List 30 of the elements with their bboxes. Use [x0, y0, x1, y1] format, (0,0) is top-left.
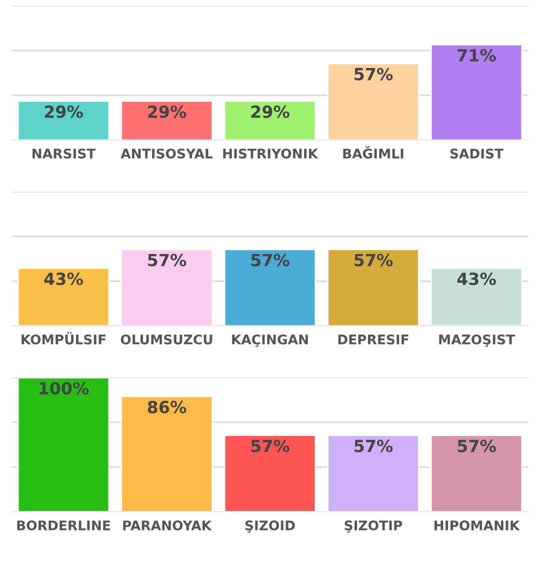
x-tick-label: BORDERLINE: [17, 520, 110, 530]
x-tick-label: ANTISOSYAL: [120, 148, 213, 159]
x-tick-label: ŞIZOID: [245, 520, 295, 533]
data-label: 57%: [251, 254, 290, 266]
data-label: 57%: [354, 440, 393, 452]
data-label: 29%: [148, 105, 186, 118]
x-tick-label: HIPOMANIK: [434, 520, 520, 530]
data-label: 57%: [354, 254, 393, 266]
data-label: 86%: [148, 400, 186, 414]
x-tick-label: PARANOYAK: [123, 520, 212, 530]
x-tick-label: MAZOŞIST: [439, 334, 515, 347]
x-tick-label: OLUMSUZCU: [120, 334, 212, 344]
x-tick-label: ŞIZOTIP: [344, 520, 402, 533]
x-tick-label: NARSIST: [32, 148, 96, 159]
data-label: 43%: [44, 272, 83, 286]
data-label: 57%: [354, 68, 393, 80]
data-label: 71%: [458, 49, 496, 62]
data-label: 29%: [251, 105, 290, 118]
x-tick-label: BAĞIMLI: [343, 146, 404, 159]
data-label: 57%: [148, 254, 186, 266]
x-tick-label: KOMPÜLSIF: [22, 332, 106, 344]
data-label: 100%: [40, 382, 89, 395]
data-label: 57%: [251, 440, 290, 452]
x-tick-label: DEPRESIF: [338, 334, 408, 344]
x-tick-label: KAÇINGAN: [232, 334, 308, 347]
x-tick-label: SADIST: [450, 148, 504, 159]
data-label: 29%: [44, 105, 83, 118]
data-label: 57%: [458, 440, 496, 452]
x-tick-label: HISTRIYONIK: [223, 148, 318, 159]
data-label: 43%: [457, 272, 496, 286]
